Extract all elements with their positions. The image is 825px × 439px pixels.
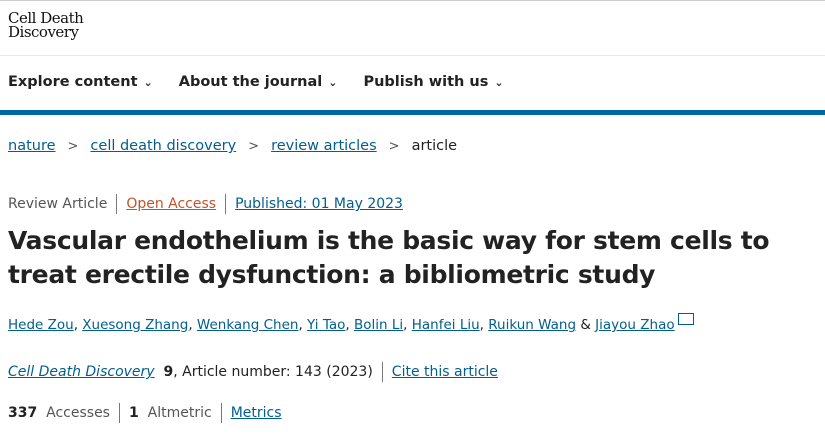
breadcrumb-cell-death-discovery[interactable]: cell death discovery (90, 138, 237, 154)
nav-label: About the journal (178, 74, 323, 90)
divider (116, 194, 118, 214)
cite-article-link[interactable]: Cite this article (391, 364, 498, 380)
metrics-link[interactable]: Metrics (230, 405, 282, 421)
altmetric-count: 1 (128, 405, 139, 421)
journal-logo[interactable]: Cell Death Discovery (8, 9, 84, 41)
accesses-count: 337 (8, 405, 38, 421)
top-border (0, 0, 825, 1)
email-icon[interactable] (677, 313, 694, 325)
logo-line1: Cell Death (8, 9, 84, 27)
author-link[interactable]: Bolin Li (354, 317, 404, 333)
chevron-right-icon: > (248, 138, 260, 154)
journal-link[interactable]: Cell Death Discovery (8, 364, 155, 380)
nav-label: Publish with us (363, 74, 489, 90)
article-type: Review Article (8, 196, 108, 212)
brand-bar (0, 110, 825, 115)
breadcrumb-nature[interactable]: nature (8, 138, 56, 154)
divider (381, 362, 383, 382)
accesses-label: Accesses (46, 405, 110, 421)
article-stats: 337 Accesses 1 Altmetric Metrics (8, 403, 282, 423)
breadcrumb-current: article (411, 138, 458, 154)
author-link[interactable]: Jiayou Zhao (595, 317, 675, 333)
chevron-down-icon: ⌄ (143, 76, 153, 89)
divider (118, 403, 120, 423)
divider (220, 403, 222, 423)
author-link[interactable]: Hanfei Liu (411, 317, 480, 333)
article-number: , Article number: 143 (2023) (173, 364, 373, 380)
altmetric-label: Altmetric (147, 405, 212, 421)
nav-about-journal[interactable]: About the journal ⌄ (179, 74, 338, 90)
main-nav: Explore content ⌄ About the journal ⌄ Publ… (8, 74, 504, 90)
article-title: Vascular endothelium is the basic way fo… (8, 226, 770, 289)
citation-line: Cell Death Discovery 9, Article number: … (8, 362, 498, 382)
author-list: Hede Zou, Xuesong Zhang, Wenkang Chen, Y… (8, 313, 694, 333)
open-access-link[interactable]: Open Access (126, 196, 217, 212)
volume: 9 (163, 364, 174, 380)
breadcrumb-review-articles[interactable]: review articles (271, 138, 377, 154)
published-date-link[interactable]: Published: 01 May 2023 (235, 196, 403, 212)
author-link[interactable]: Wenkang Chen (196, 317, 299, 333)
chevron-down-icon: ⌄ (328, 76, 338, 89)
chevron-right-icon: > (67, 138, 79, 154)
chevron-down-icon: ⌄ (494, 76, 504, 89)
divider (225, 194, 227, 214)
author-link[interactable]: Hede Zou (8, 317, 74, 333)
author-link[interactable]: Xuesong Zhang (82, 317, 189, 333)
author-link[interactable]: Yi Tao (307, 317, 346, 333)
author-link[interactable]: Ruikun Wang (488, 317, 577, 333)
nav-label: Explore content (8, 74, 138, 90)
nav-publish[interactable]: Publish with us ⌄ (363, 74, 503, 90)
nav-explore-content[interactable]: Explore content ⌄ (8, 74, 153, 90)
article-meta: Review Article Open Access Published: 01… (8, 194, 403, 214)
divider (0, 55, 825, 56)
breadcrumb: nature > cell death discovery > review art… (8, 138, 457, 154)
logo-line2: Discovery (8, 23, 79, 41)
chevron-right-icon: > (388, 138, 400, 154)
